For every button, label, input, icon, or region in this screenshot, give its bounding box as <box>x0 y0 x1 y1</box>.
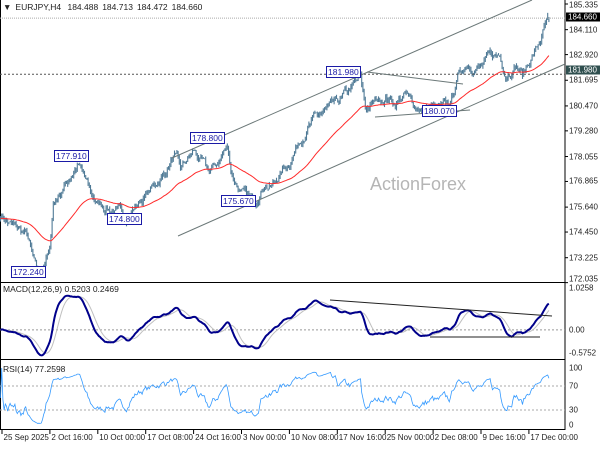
watermark: ActionForex <box>370 174 467 194</box>
collapse-triangle-icon[interactable]: ▼ <box>3 2 12 12</box>
price-tick-label: 181.695 <box>569 75 598 85</box>
price-tick-label: 179.280 <box>569 126 598 136</box>
macd-signal-line <box>0 295 550 354</box>
swing-label: 177.910 <box>54 150 89 162</box>
price-tick-label: 174.450 <box>569 227 598 237</box>
level-price-tag: 181.980 <box>566 65 600 75</box>
low-value: 184.472 <box>136 2 168 12</box>
triangle-upper-line <box>366 71 464 85</box>
price-tick-label: 172.035 <box>569 274 598 284</box>
price-tick-label: 185.335 <box>569 0 598 10</box>
price-tick-label: 176.865 <box>569 176 598 186</box>
moving-average-line <box>0 55 550 242</box>
swing-label: 178.800 <box>190 132 225 144</box>
close-value: 184.660 <box>171 2 203 12</box>
macd-trendline <box>329 299 553 317</box>
macd-line <box>0 294 550 357</box>
time-tick-label: 17 Oct 08:00 <box>147 433 193 442</box>
swing-label: 180.070 <box>422 105 457 117</box>
swing-label: 172.240 <box>11 266 46 278</box>
current-price-tag: 184.660 <box>566 12 600 22</box>
rsi-tick-label: 0 <box>569 420 574 430</box>
macd-tick-label: -0.5752 <box>569 348 597 358</box>
time-tick-label: 3 Nov 00:00 <box>243 433 287 442</box>
swing-label: 174.800 <box>107 213 142 225</box>
time-tick-label: 9 Dec 16:00 <box>482 433 526 442</box>
macd-label: MACD(12,26,9) <box>3 284 63 294</box>
swing-label: 181.980 <box>326 66 361 78</box>
macd-tick-label: 0.00 <box>569 325 585 335</box>
time-tick-label: 25 Nov 00:00 <box>386 433 435 442</box>
swing-label: 175.670 <box>221 195 256 207</box>
time-tick-label: 17 Nov 16:00 <box>338 433 387 442</box>
symbol-label: EURJPY,H4 <box>15 2 62 12</box>
time-tick-label: 2 Oct 16:00 <box>51 433 93 442</box>
rsi-legend: RSI(14) 77.2598 <box>3 364 65 374</box>
macd-tick-label: 1.0258 <box>569 283 594 293</box>
open-value: 184.488 <box>67 2 99 12</box>
price-tick-label: 175.640 <box>569 202 598 212</box>
rsi-tick-label: 30 <box>569 405 578 415</box>
chart-header: ▼ EURJPY,H4 184.488 184.713 184.472 184.660 <box>3 2 206 12</box>
rsi-label: RSI(14) <box>3 364 33 374</box>
price-tick-label: 180.470 <box>569 101 598 111</box>
price-tick-label: 173.225 <box>569 253 598 263</box>
time-tick-label: 10 Nov 08:00 <box>290 433 339 442</box>
time-tick-label: 25 Sep 2025 <box>3 433 49 442</box>
time-tick-label: 17 Dec 00:00 <box>530 433 578 442</box>
macd-value: 0.5203 <box>64 284 91 294</box>
macd-signal-value: 0.2469 <box>92 284 119 294</box>
high-value: 184.713 <box>102 2 133 12</box>
rsi-line <box>0 367 550 424</box>
time-tick-label: 24 Oct 16:00 <box>195 433 241 442</box>
rsi-tick-label: 70 <box>569 381 578 391</box>
rsi-tick-label: 100 <box>569 363 583 373</box>
channel-lower-line <box>177 63 566 237</box>
time-tick-label: 2 Dec 08:00 <box>434 433 478 442</box>
price-tick-label: 184.110 <box>569 25 598 35</box>
macd-legend: MACD(12,26,9) 0.5203 0.2469 <box>3 284 119 294</box>
rsi-value: 77.2598 <box>34 364 66 374</box>
price-tick-label: 178.055 <box>569 152 598 162</box>
time-tick-label: 10 Oct 00:00 <box>99 433 146 442</box>
price-tick-label: 182.920 <box>569 50 598 60</box>
channel-upper-line <box>171 0 533 159</box>
